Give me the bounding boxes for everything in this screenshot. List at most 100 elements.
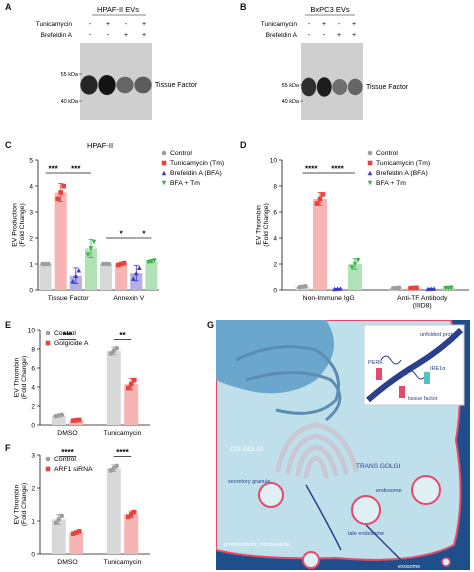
y-tick-label: 1	[29, 261, 33, 268]
data-point	[121, 260, 127, 266]
panel-label-a: A	[5, 2, 12, 12]
data-point	[46, 261, 51, 267]
data-point	[76, 417, 82, 423]
blot-b-marker-55: 55 kDa	[282, 83, 300, 89]
data-point	[131, 509, 137, 515]
label-secretory: secretory granule	[228, 479, 271, 485]
blot-b-bands	[301, 77, 363, 97]
legend-label: Control	[170, 150, 192, 157]
significance-label: ***	[63, 331, 73, 340]
x-tick-label: Anti-TF Antibody (IIID8)	[397, 295, 448, 310]
blot-b-row2-label: Brefeldin A	[266, 32, 298, 39]
x-tick-label: DMSO	[57, 559, 77, 566]
panel-label-e: E	[5, 320, 12, 330]
data-point	[125, 514, 131, 520]
blot-a-sign: +	[124, 32, 128, 39]
blot-b-band-label: Tissue Factor	[366, 84, 409, 91]
label-endosome: endosome	[376, 488, 402, 494]
late-endosome-icon	[351, 495, 381, 525]
legend-marker	[367, 150, 373, 156]
data-point	[125, 385, 131, 391]
legend-marker	[161, 150, 167, 156]
ire1a-receptor-icon	[424, 372, 430, 384]
data-point	[73, 417, 79, 423]
data-point	[149, 259, 154, 264]
blot-band	[80, 75, 98, 95]
data-point	[114, 463, 120, 469]
y-tick-label: 6	[31, 365, 35, 372]
blot-b-sign: +	[352, 32, 356, 39]
data-point	[428, 286, 434, 291]
bar	[124, 514, 139, 554]
data-point	[449, 285, 454, 291]
blot-band	[98, 75, 116, 95]
data-point	[152, 258, 157, 263]
cell-diagram-g: unfolded protein PERK IRE1α tissue facto…	[216, 320, 470, 570]
golgi-stack	[275, 422, 359, 479]
data-point	[73, 530, 79, 535]
data-point	[303, 283, 308, 289]
bar	[106, 350, 121, 425]
blot-b-row1-label: Tunicamycin	[261, 21, 298, 28]
bar	[69, 532, 84, 554]
data-point	[314, 201, 320, 206]
unfolded-protein-strand	[405, 370, 427, 380]
x-tick-label: Tunicamycin	[104, 559, 142, 566]
trafficking-arrow	[305, 484, 342, 551]
blot-band	[316, 77, 332, 97]
blot-band	[332, 79, 348, 95]
blot-panel-a: HPAF-II EVs Tunicamycin Brefeldin A - + …	[36, 5, 198, 120]
y-tick-label: 3	[29, 209, 33, 216]
label-prothrombotic: prothrombotic microvesicle	[224, 542, 289, 548]
blot-a-band-label: Tissue Factor	[155, 82, 198, 89]
blot-a-sign: -	[89, 21, 92, 28]
y-tick-label: 10	[270, 157, 278, 164]
blot-a-sign: -	[125, 21, 128, 28]
panel-label-c: C	[5, 140, 12, 150]
chart-d: 0 2 4 6 8 10 EV Thrombin(Fold Change) Non-Immun…	[256, 150, 469, 310]
legend-label: ARF1 siRNA	[54, 466, 93, 473]
data-point	[73, 273, 79, 278]
significance-label: ***	[48, 165, 58, 174]
data-point	[411, 285, 416, 291]
y-tick-label: 2	[31, 403, 35, 410]
data-point	[349, 265, 355, 270]
blot-band	[134, 76, 152, 94]
blot-a-sign: -	[89, 32, 92, 39]
blot-b-sign: +	[352, 21, 356, 28]
data-point	[59, 412, 65, 418]
data-point	[317, 196, 323, 202]
panel-label-g: G	[207, 320, 215, 330]
y-tick-label: 5	[29, 157, 33, 164]
blot-a-title: HPAF-II EVs	[97, 5, 139, 14]
bar	[51, 519, 66, 554]
nucleus	[216, 320, 334, 394]
data-point	[85, 252, 91, 258]
bar	[115, 264, 128, 290]
blot-a-sign: +	[106, 21, 110, 28]
data-point	[106, 261, 112, 267]
exosome-icon	[441, 557, 451, 567]
y-tick-label: 0	[273, 287, 277, 294]
data-point	[131, 377, 137, 383]
label-cis-golgi: CIS GOLGI	[230, 446, 263, 453]
y-axis-label: EV Thrombin(Fold Change)	[256, 203, 271, 246]
x-tick-label: Non-Immune IgG	[303, 295, 355, 302]
significance-label: ****	[305, 165, 318, 174]
data-point	[114, 345, 120, 351]
blot-a-marker-40: 40 kDa	[61, 99, 79, 105]
y-tick-label: 4	[273, 235, 277, 242]
data-point	[355, 258, 361, 263]
blot-a-bands	[80, 75, 152, 95]
label-unfolded: unfolded protein	[420, 332, 459, 338]
blot-a-sign: -	[107, 32, 110, 39]
legend-marker	[161, 180, 167, 186]
data-point	[58, 190, 63, 195]
data-point	[55, 196, 60, 202]
bar	[313, 199, 327, 290]
legend-label: Brefeldin A (BFA)	[376, 170, 428, 177]
legend-marker	[45, 340, 51, 346]
data-point	[70, 278, 76, 284]
legend-label: Control	[376, 150, 398, 157]
legend-label: Control	[54, 330, 76, 337]
